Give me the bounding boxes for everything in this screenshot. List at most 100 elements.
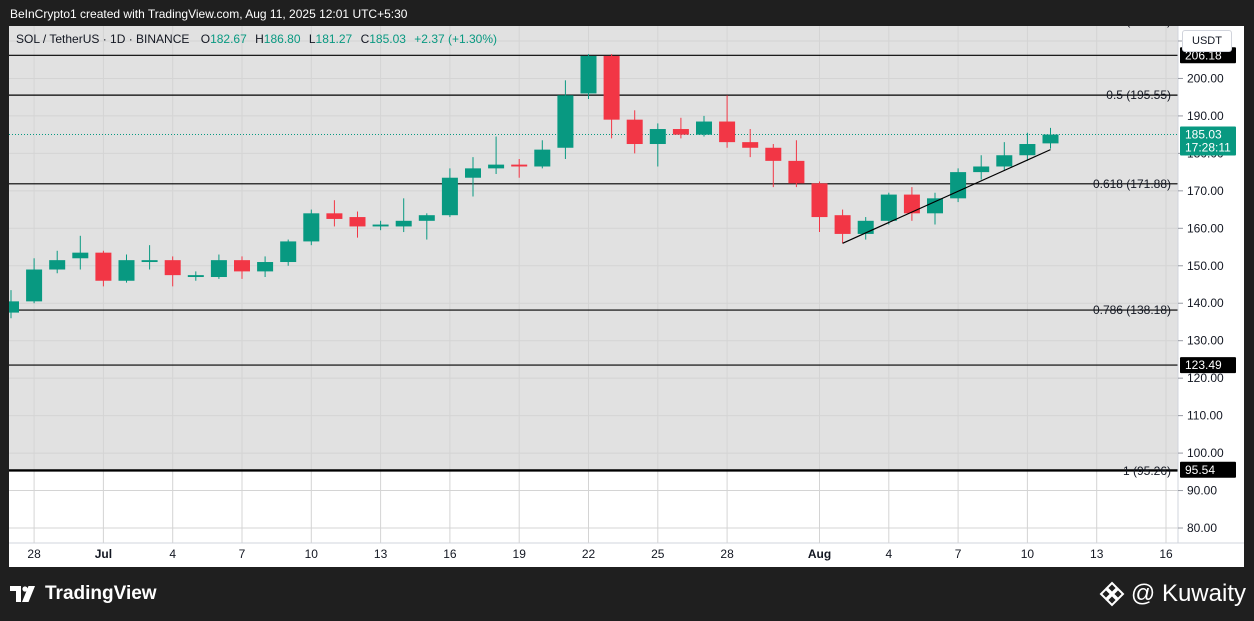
y-tick-label-11: 190.00 (1187, 109, 1224, 123)
y-tick-label-9: 170.00 (1187, 184, 1224, 198)
y-tick-label-0: 80.00 (1187, 521, 1217, 535)
x-tick-label-10: 28 (720, 547, 734, 561)
candle-body (765, 147, 782, 161)
candle-2025-07-27 (696, 115, 712, 137)
candle-2025-07-18 (488, 136, 505, 174)
candle-body (326, 213, 343, 219)
candle-2025-07-06 (210, 254, 227, 279)
attribution-bar: BeInCrypto1 created with TradingView.com… (0, 0, 1254, 26)
y-tick-label-8: 160.00 (1187, 221, 1224, 235)
candle-2025-06-27 (9, 290, 19, 319)
candle-body (973, 166, 990, 173)
candle-body (603, 55, 620, 120)
candle-body (164, 260, 181, 276)
candle-2025-07-24 (626, 110, 643, 154)
x-tick-label-4: 10 (305, 547, 319, 561)
candle-2025-07-23 (603, 54, 620, 139)
candle-body (141, 260, 158, 263)
candle-2025-07-31 (788, 140, 805, 188)
close-key: C (360, 32, 370, 46)
current-price-badge-bg (1180, 126, 1236, 156)
level-label-2: 0.618 (171.88) (1093, 177, 1171, 191)
x-tick-label-15: 13 (1090, 547, 1104, 561)
open-key: O (200, 32, 211, 46)
candle-body (811, 183, 828, 218)
candle-body (441, 177, 458, 216)
candle-2025-07-25 (649, 123, 666, 167)
candle-2025-07-15 (418, 213, 435, 240)
level-badge-5: 95.54 (1185, 463, 1215, 477)
candle-body (672, 129, 689, 135)
candle-2025-07-01 (95, 250, 112, 287)
candle-2025-07-08 (257, 256, 274, 278)
x-tick-label-2: 4 (169, 547, 176, 561)
x-tick-label-7: 19 (513, 547, 527, 561)
candle-2025-08-09 (996, 142, 1013, 171)
candle-2025-07-20 (534, 140, 551, 169)
candle-2025-07-03 (141, 245, 158, 270)
tradingview-logo-text: TradingView (45, 583, 157, 604)
candle-body (1042, 134, 1059, 144)
candle-2025-07-10 (303, 209, 320, 246)
change-value: +2.37 (+1.30%) (414, 32, 498, 46)
candle-2025-07-30 (765, 144, 782, 188)
tradingview-logo-icon (10, 586, 35, 602)
tradingview-logo[interactable]: TradingView (10, 583, 157, 605)
candle-body (511, 164, 528, 167)
candle-body (719, 121, 736, 143)
candle-body (26, 269, 43, 302)
chart-frame[interactable]: 0.5 (195.55) 0.618 (171.88) 0.786 (138.18)… (9, 26, 1244, 567)
symbol-label[interactable]: SOL / TetherUS · 1D · BINANCE (16, 32, 190, 46)
candle-2025-08-05 (903, 187, 920, 221)
candle-2025-07-04 (164, 256, 181, 287)
candle-body (557, 95, 574, 148)
candle-body (742, 142, 759, 148)
candle-body (950, 172, 967, 199)
candle-body (49, 260, 66, 270)
y-tick-label-2: 100.00 (1187, 446, 1224, 460)
watermark: @ Kuwaity (1099, 580, 1246, 608)
candle-body (649, 129, 666, 145)
candle-body (1019, 144, 1036, 156)
candle-body (465, 168, 481, 178)
binance-diamond-icon (1099, 581, 1125, 607)
candle-2025-08-01 (811, 181, 828, 233)
candle-2025-07-12 (349, 211, 366, 238)
fib-one-label: 1 (95.26) (1123, 464, 1171, 478)
current-price-badge: 185.03 (1185, 128, 1222, 142)
x-tick-label-0: 28 (27, 547, 41, 561)
watermark-text: @ Kuwaity (1130, 580, 1246, 607)
x-tick-label-8: 22 (582, 547, 596, 561)
x-tick-label-6: 16 (443, 547, 457, 561)
candle-countdown: 17:28:11 (1185, 141, 1231, 155)
level-label-3: 0.786 (138.18) (1093, 303, 1171, 317)
y-tick-label-3: 110.00 (1187, 409, 1223, 423)
candle-2025-07-17 (465, 157, 481, 197)
low-key: L (308, 32, 316, 46)
candle-body (349, 217, 366, 227)
level-label-1: 0.5 (195.55) (1106, 88, 1171, 102)
open-value: 182.67 (210, 32, 247, 46)
price-chart[interactable]: 0.5 (195.55) 0.618 (171.88) 0.786 (138.18)… (9, 26, 1244, 567)
candle-body (234, 260, 250, 272)
y-tick-label-7: 150.00 (1187, 259, 1224, 273)
candle-2025-07-16 (441, 168, 458, 218)
candle-2025-08-08 (973, 155, 990, 180)
currency-unit-button[interactable]: USDT (1182, 30, 1232, 52)
candle-2025-08-07 (950, 168, 967, 203)
fib-shaded-zone (9, 26, 1178, 470)
fib-top-label: 0.382 (219.21) (1093, 26, 1171, 28)
candle-2025-07-19 (511, 158, 528, 178)
candle-2025-07-22 (580, 54, 597, 100)
candle-body (488, 164, 505, 169)
candle-body (418, 215, 435, 221)
candle-body (996, 155, 1013, 167)
candle-body (534, 149, 551, 167)
x-tick-label-13: 7 (955, 547, 962, 561)
candle-body (927, 198, 943, 214)
candle-body (580, 55, 597, 94)
candle-body (696, 121, 712, 135)
y-tick-label-12: 200.00 (1187, 71, 1224, 85)
x-tick-label-12: 4 (885, 547, 892, 561)
candle-2025-08-06 (927, 192, 943, 225)
